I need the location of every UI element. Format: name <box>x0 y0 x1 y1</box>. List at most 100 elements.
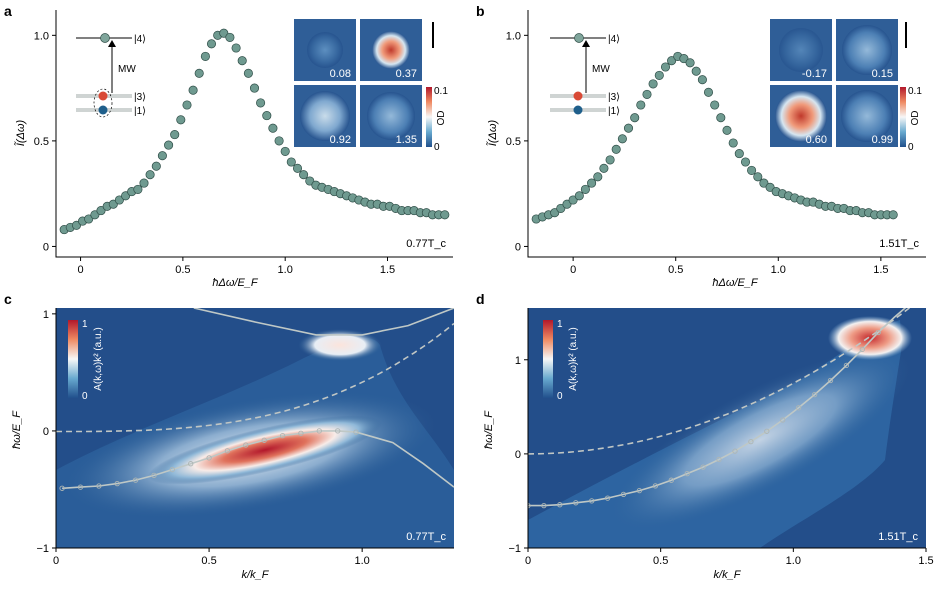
data-point-b-32 <box>728 138 738 148</box>
data-point-b-24 <box>679 54 689 64</box>
data-point-b-35 <box>747 165 757 175</box>
dispersion-point-d-9 <box>668 477 674 483</box>
ytick-label-b-2: 1.0 <box>506 30 521 42</box>
dispersion-point-d-3 <box>573 500 579 506</box>
data-point-b-37 <box>759 178 769 188</box>
data-point-b-28 <box>703 87 714 97</box>
ticks-b: 0 0.5 1.0 1.5 0 0.5 1.0 <box>506 30 889 276</box>
points-a <box>59 28 450 235</box>
temperature-label-d: 1.51T_c <box>878 531 918 543</box>
ylabel-a: Ĩ(Δω) <box>14 120 27 147</box>
colorbar-c-min: 0 <box>82 391 88 402</box>
data-point-a-17 <box>164 140 174 150</box>
xtick-label-c-1: 0.5 <box>201 555 216 567</box>
data-point-a-27 <box>225 32 235 42</box>
ytick-label-d-1: 0 <box>515 449 521 461</box>
dispersion-points-c <box>59 428 359 491</box>
data-point-a-23 <box>200 51 210 61</box>
colorbar-c <box>68 320 78 398</box>
ytick-label-c-1: 0 <box>43 426 49 438</box>
data-point-a-24 <box>206 39 217 49</box>
dispersion-point-d-21 <box>859 346 865 353</box>
ytick-label-b-0: 0 <box>515 241 521 253</box>
data-point-b-6 <box>568 195 578 205</box>
dispersion-c-solid <box>62 430 454 490</box>
dispersion-point-c-6 <box>169 466 175 473</box>
data-point-a-19 <box>176 115 186 125</box>
data-point-b-30 <box>716 113 726 123</box>
xtick-label-a-0: 0 <box>77 264 83 276</box>
xtick-label-d-1: 0.5 <box>653 555 668 567</box>
data-point-b-13 <box>611 144 621 154</box>
od-colorbar-b-label: OD <box>910 111 921 126</box>
panel-label-a: a <box>4 3 12 19</box>
data-point-a-16 <box>157 151 167 161</box>
dispersion-point-c-9 <box>224 448 231 454</box>
data-point-a-22 <box>194 68 204 78</box>
data-point-a-31 <box>249 83 260 93</box>
dispersion-point-c-0 <box>59 485 65 491</box>
data-point-b-12 <box>605 155 615 165</box>
inset-a-4-cloud <box>367 92 415 140</box>
dispersion-point-d-10 <box>684 470 690 477</box>
temperature-label-a: 0.77T_c <box>406 238 446 250</box>
dispersion-point-c-7 <box>188 461 194 467</box>
heatmap-c-upper <box>298 329 382 361</box>
dispersion-d-solid <box>528 308 907 507</box>
ytick-label-c-0: −1 <box>36 543 49 555</box>
dispersion-point-c-12 <box>279 432 286 439</box>
data-point-b-27 <box>697 75 707 85</box>
temperature-label-b: 1.51T_c <box>879 238 919 250</box>
dispersion-point-d-14 <box>748 438 754 445</box>
dispersion-point-d-7 <box>636 487 643 494</box>
mw-label: MW <box>118 64 136 75</box>
temperature-label-c: 0.77T_c <box>406 531 446 543</box>
data-point-a-21 <box>188 85 198 95</box>
data-point-a-15 <box>151 161 161 171</box>
data-point-b-4 <box>556 203 566 213</box>
dispersion-point-c-11 <box>261 437 267 443</box>
ytick-label-a-2: 1.0 <box>34 30 49 42</box>
ytick-label-a-0: 0 <box>43 241 49 253</box>
xlabel-d: k/k_F <box>714 569 742 581</box>
xtick-label-b-1: 0.5 <box>668 264 683 276</box>
xlabel-a: ħΔω/E_F <box>212 277 259 289</box>
data-point-a-12 <box>133 184 143 194</box>
xtick-label-a-2: 1.0 <box>278 264 293 276</box>
dispersion-point-d-2 <box>557 502 563 508</box>
data-point-a-30 <box>243 68 253 78</box>
data-point-b-3 <box>550 208 560 218</box>
data-point-a-14 <box>145 170 155 180</box>
dispersion-point-d-13 <box>732 448 738 454</box>
axes-a <box>55 10 453 258</box>
dispersion-point-c-8 <box>206 455 212 461</box>
data-point-a-36 <box>280 146 290 156</box>
colorbar-d-label: A(k,ω)k² (a.u.) <box>568 327 579 390</box>
panel-a: a 0 0.5 1.0 1.5 0 0.5 1.0 ħΔω/E_F Ĩ(Δω) 0.77T_… <box>4 3 453 289</box>
xtick-label-a-1: 0.5 <box>175 264 190 276</box>
od-insets-a: 0.08 0.37 0.92 1.35 0.1 0 OD <box>294 19 448 153</box>
level-4-label: |4⟩ <box>608 34 620 45</box>
inset-b-3-value: 0.60 <box>806 134 827 146</box>
level-diagram-a: |4⟩ MW |3⟩ |1⟩ <box>76 33 146 118</box>
panel-b: b 0 0.5 1.0 1.5 0 0.5 1.0 ħΔω/E_F Ĩ(Δω) 1.51T_… <box>476 3 926 289</box>
ylabel-c: ħω/E_F <box>11 410 23 449</box>
level-3-label: |3⟩ <box>608 92 620 103</box>
data-point-b-25 <box>685 58 695 68</box>
heatmap-c <box>56 308 454 548</box>
ytick-label-b-1: 0.5 <box>506 136 521 148</box>
data-point-a-13 <box>139 178 149 188</box>
heatmap-d-glow <box>608 348 912 532</box>
xlabel-c: k/k_F <box>242 569 270 581</box>
panel-label-d: d <box>476 291 485 307</box>
mw-arrowhead <box>108 40 116 47</box>
data-point-a-35 <box>274 136 284 146</box>
data-point-b-11 <box>599 163 609 173</box>
level-1-dot <box>573 105 583 115</box>
data-point-a-38 <box>292 163 303 173</box>
od-colorbar-b <box>900 87 906 147</box>
data-point-b-36 <box>753 172 763 182</box>
dispersion-d-dashed <box>528 308 911 455</box>
inset-a-3-value: 0.92 <box>330 134 351 146</box>
ticks-c: 0 0.5 1.0 −1 0 1 <box>36 309 369 567</box>
